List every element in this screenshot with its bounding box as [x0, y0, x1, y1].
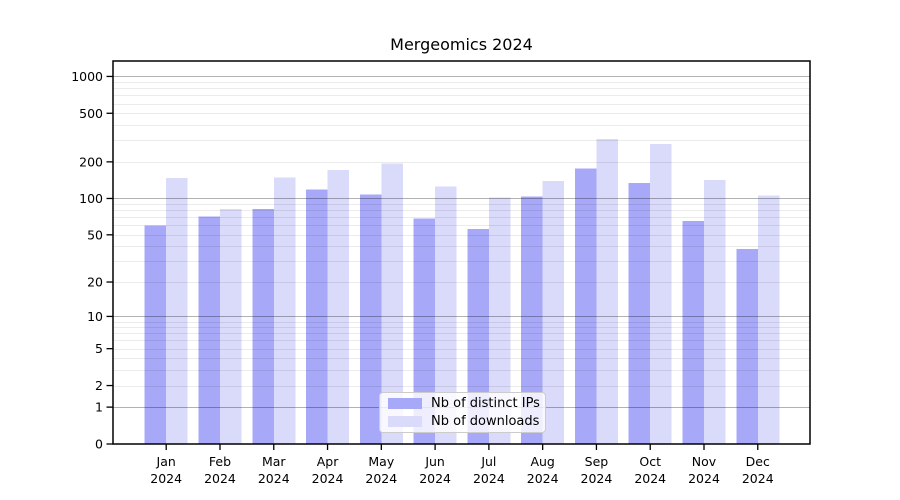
bars-distinct-ips	[144, 168, 758, 445]
bar-distinct-ips-jul	[467, 228, 489, 444]
bar-distinct-ips-nov	[682, 221, 704, 444]
y-tick-label: 500	[79, 106, 103, 121]
bar-downloads-aug	[542, 181, 565, 444]
bar-distinct-ips-mar	[252, 208, 274, 444]
x-axis: Jan 2024 Feb 2024 Mar 2024 Apr 2024 May 2024 Jun 20…	[150, 444, 774, 486]
legend-swatch-downloads	[388, 416, 422, 427]
y-tick-label: 5	[95, 341, 103, 356]
y-tick-label: 0	[95, 437, 103, 452]
bar-distinct-ips-may	[359, 194, 382, 444]
legend-label-distinct-ips: Nb of distinct IPs	[431, 396, 540, 411]
y-tick-label: 100	[79, 191, 103, 206]
x-tick-label-year: 2024	[312, 471, 344, 486]
bar-downloads-may	[381, 163, 403, 444]
y-tick-label: 50	[87, 227, 103, 242]
legend-label-downloads: Nb of downloads	[431, 414, 540, 429]
x-tick-label-month: May	[368, 454, 394, 469]
bar-distinct-ips-apr	[306, 189, 328, 444]
y-tick-label: 1	[95, 400, 103, 415]
chart-title: Mergeomics 2024	[390, 35, 533, 54]
bar-downloads-dec	[757, 195, 780, 444]
bar-downloads-mar	[273, 177, 296, 444]
x-tick-label-year: 2024	[742, 471, 774, 486]
x-tick-label-year: 2024	[473, 471, 505, 486]
bars	[144, 139, 780, 445]
bar-downloads-nov	[704, 180, 726, 444]
x-tick-label-year: 2024	[150, 471, 182, 486]
legend-row-distinct-ips: Nb of distinct IPs	[380, 396, 545, 411]
y-tick-label: 2	[95, 378, 103, 393]
bars-downloads	[166, 139, 780, 445]
x-tick-label-month: Jul	[480, 454, 496, 469]
bar-distinct-ips-dec	[736, 249, 758, 444]
bar-distinct-ips-feb	[198, 216, 220, 444]
bar-downloads-apr	[327, 169, 349, 445]
bar-distinct-ips-oct	[628, 183, 651, 444]
y-tick-label: 20	[87, 275, 103, 290]
x-tick-label-year: 2024	[688, 471, 720, 486]
y-tick-label: 1000	[71, 69, 103, 84]
x-tick-label-month: Oct	[639, 454, 661, 469]
y-axis: 0 1 2 5 10 20 50 100 200 500 1000	[71, 69, 113, 452]
bar-downloads-oct	[650, 144, 672, 444]
x-tick-label-year: 2024	[258, 471, 290, 486]
bar-downloads-jul	[488, 197, 511, 444]
x-tick-label-year: 2024	[527, 471, 559, 486]
x-tick-label-year: 2024	[204, 471, 236, 486]
x-tick-label-year: 2024	[365, 471, 397, 486]
bar-distinct-ips-jun	[413, 218, 436, 444]
x-tick-label-year: 2024	[581, 471, 613, 486]
x-tick-label-month: Feb	[209, 454, 231, 469]
legend-swatch-distinct-ips	[388, 398, 422, 409]
legend-row-downloads: Nb of downloads	[380, 414, 545, 429]
x-tick-label-month: Jan	[156, 454, 176, 469]
x-tick-label-month: Aug	[530, 454, 554, 469]
x-tick-label-month: Sep	[585, 454, 609, 469]
x-tick-label-month: Jun	[424, 454, 445, 469]
x-tick-label-month: Dec	[746, 454, 770, 469]
bar-distinct-ips-sep	[574, 168, 597, 445]
bar-downloads-feb	[220, 208, 242, 444]
gridlines	[113, 76, 810, 408]
bar-downloads-jan	[166, 178, 188, 444]
plot-border	[112, 60, 811, 445]
x-tick-label-month: Nov	[692, 454, 717, 469]
x-tick-label-year: 2024	[419, 471, 451, 486]
x-tick-label-month: Mar	[262, 454, 286, 469]
x-tick-label-month: Apr	[317, 454, 339, 469]
bar-distinct-ips-jan	[144, 225, 167, 444]
y-tick-label: 10	[87, 309, 103, 324]
bar-downloads-sep	[596, 139, 618, 444]
x-tick-label-year: 2024	[634, 471, 666, 486]
y-tick-label: 200	[79, 154, 103, 169]
legend: Nb of distinct IPs Nb of downloads	[379, 392, 546, 433]
bar-distinct-ips-aug	[521, 196, 543, 444]
bar-downloads-jun	[435, 186, 457, 444]
